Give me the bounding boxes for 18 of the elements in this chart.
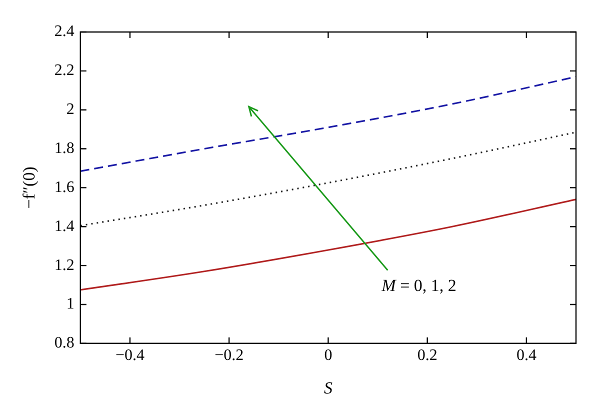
y-tick-label: 1.4 (54, 218, 74, 235)
y-axis-title: −f″(0) (20, 166, 39, 209)
y-tick-label: 0.8 (54, 334, 74, 352)
line-series (80, 131, 576, 226)
x-tick-label: 0.4 (516, 347, 536, 364)
y-tick-label: 1.6 (54, 178, 74, 196)
y-tick-label: 1 (66, 296, 74, 313)
y-tick-label: 1.8 (54, 140, 74, 157)
x-tick-label: −0.4 (115, 347, 144, 364)
x-tick-label: 0 (324, 347, 332, 364)
y-tick-label: 2.4 (54, 23, 74, 40)
y-tick-label: 2 (66, 101, 74, 118)
y-tick-label: 2.2 (54, 62, 74, 80)
annotation: M = 0, 1, 2 (380, 276, 456, 296)
x-tick-label: 0.2 (417, 347, 438, 364)
x-tick-label: −0.2 (214, 347, 244, 364)
x-axis-title: S (324, 378, 333, 398)
y-tick-label: 1.2 (54, 256, 74, 274)
